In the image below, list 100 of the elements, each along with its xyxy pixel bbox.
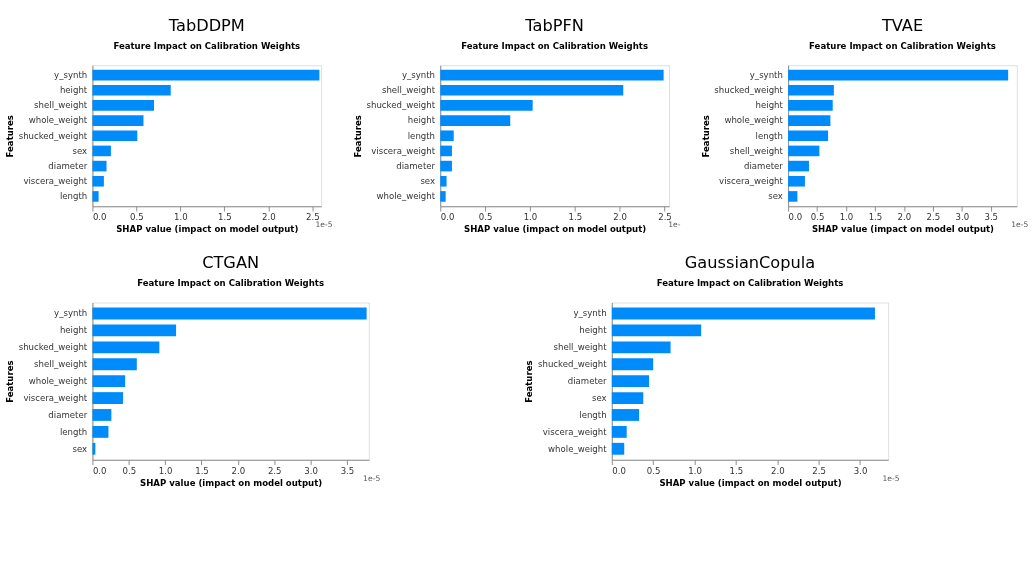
chart-subtitle: Feature Impact on Calibration Weights xyxy=(656,278,844,289)
y-tick-label: height xyxy=(59,85,88,96)
x-tick-label: 0.5 xyxy=(810,212,825,223)
y-tick-label: diameter xyxy=(567,376,608,387)
x-tick-label: 1.5 xyxy=(218,212,232,223)
y-tick-label: length xyxy=(59,426,88,437)
text: 1e-5 xyxy=(882,473,900,483)
bar xyxy=(440,69,664,81)
bar xyxy=(440,145,452,157)
bar xyxy=(440,115,511,126)
y-tick-label: shell_weight xyxy=(381,85,436,96)
y-tick-label: shucked_weight xyxy=(18,130,88,141)
bar xyxy=(788,145,820,157)
x-tick-label: 2.0 xyxy=(231,465,246,476)
bar xyxy=(611,375,650,388)
y-tick-label: height xyxy=(755,100,784,111)
y-tick-label: viscera_weight xyxy=(371,145,436,156)
y-tick-label: viscera_weight xyxy=(542,426,608,437)
y-tick-label: diameter xyxy=(396,160,436,171)
bar xyxy=(92,341,160,354)
x-tick-label: 1.0 xyxy=(688,465,702,476)
bar xyxy=(611,307,875,320)
y-tick-label: height xyxy=(579,325,608,336)
bar xyxy=(92,115,144,126)
x-tick-label: 3.5 xyxy=(984,212,999,223)
x-tick-label: 0.5 xyxy=(122,465,137,476)
y-axis-title: Features xyxy=(4,115,15,158)
bar xyxy=(92,358,137,371)
x-tick-label: 2.5 xyxy=(267,465,282,476)
x-tick-label: 1.0 xyxy=(174,212,188,223)
y-tick-label: viscera_weight xyxy=(719,176,784,187)
x-tick-label: 0.5 xyxy=(478,212,493,223)
y-tick-label: sex xyxy=(72,443,88,454)
bar xyxy=(440,191,446,202)
bar xyxy=(611,341,671,354)
chart-title: TabDDPM xyxy=(167,15,245,35)
y-axis-title: Features xyxy=(352,115,363,158)
y-tick-label: y_synth xyxy=(749,69,783,80)
x-tick-label: 3.0 xyxy=(304,465,318,476)
chart-title: TabPFN xyxy=(524,15,584,35)
y-tick-label: shell_weight xyxy=(729,145,784,156)
y-tick-label: shell_weight xyxy=(34,359,88,370)
bar xyxy=(611,324,702,337)
y-tick-label: y_synth xyxy=(54,308,88,319)
x-tick-label: 1.5 xyxy=(568,212,583,223)
bar xyxy=(611,425,627,438)
x-tick-label: 2.0 xyxy=(262,212,276,223)
bar xyxy=(92,425,109,438)
y-tick-label: shucked_weight xyxy=(714,85,784,96)
y-tick-label: whole_weight xyxy=(724,115,784,126)
x-tick-label: 0.0 xyxy=(92,212,107,223)
x-axis-title: SHAP value (impact on model output) xyxy=(659,477,842,488)
bar xyxy=(440,175,447,187)
bar xyxy=(92,409,112,421)
bar xyxy=(440,160,452,172)
x-tick-label: 3.0 xyxy=(955,212,970,223)
x-tick-label: 0.0 xyxy=(440,212,455,223)
chart-subtitle: Feature Impact on Calibration Weights xyxy=(137,278,325,289)
bar xyxy=(92,442,96,455)
bar xyxy=(92,375,126,388)
chart-subtitle: Feature Impact on Calibration Weights xyxy=(461,41,649,52)
y-tick-label: shucked_weight xyxy=(366,100,436,111)
chart-title: GaussianCopula xyxy=(684,253,816,273)
bar xyxy=(788,191,798,202)
bar xyxy=(611,442,625,455)
bar xyxy=(788,69,1009,81)
y-tick-label: y_synth xyxy=(54,69,88,80)
bar xyxy=(92,392,123,404)
bar xyxy=(92,145,111,157)
x-tick-label: 2.5 xyxy=(306,212,320,223)
bar xyxy=(788,100,833,111)
x-tick-label: 3.0 xyxy=(853,465,868,476)
x-tick-label: 2.5 xyxy=(926,212,941,223)
x-axis-title: SHAP value (impact on model output) xyxy=(140,477,323,488)
bar xyxy=(92,307,367,320)
x-tick-label: 1.5 xyxy=(729,465,744,476)
y-tick-label: shell_weight xyxy=(34,100,88,111)
bar xyxy=(788,130,829,142)
x-tick-label: 3.5 xyxy=(340,465,355,476)
bar xyxy=(788,84,834,96)
x-tick-label: 1.5 xyxy=(868,212,883,223)
y-tick-label: sex xyxy=(768,191,783,202)
y-tick-label: length xyxy=(755,130,783,141)
x-tick-label: 0.0 xyxy=(92,465,107,476)
bar xyxy=(440,130,454,142)
bar xyxy=(92,175,104,187)
x-axis-title: SHAP value (impact on model output) xyxy=(464,224,647,235)
y-tick-label: shell_weight xyxy=(553,342,608,353)
y-tick-label: height xyxy=(407,115,436,126)
bar xyxy=(788,160,809,172)
x-tick-label: 2.5 xyxy=(658,212,672,223)
bar xyxy=(92,100,155,111)
y-tick-label: viscera_weight xyxy=(23,392,88,403)
x-tick-label: 2.0 xyxy=(770,465,785,476)
x-tick-label: 1.0 xyxy=(158,465,173,476)
x-tick-label: 2.0 xyxy=(613,212,627,223)
text: 1e-5 xyxy=(315,220,333,230)
bar xyxy=(611,392,644,404)
y-tick-label: y_synth xyxy=(573,308,607,319)
chart-title: TVAE xyxy=(880,15,924,35)
